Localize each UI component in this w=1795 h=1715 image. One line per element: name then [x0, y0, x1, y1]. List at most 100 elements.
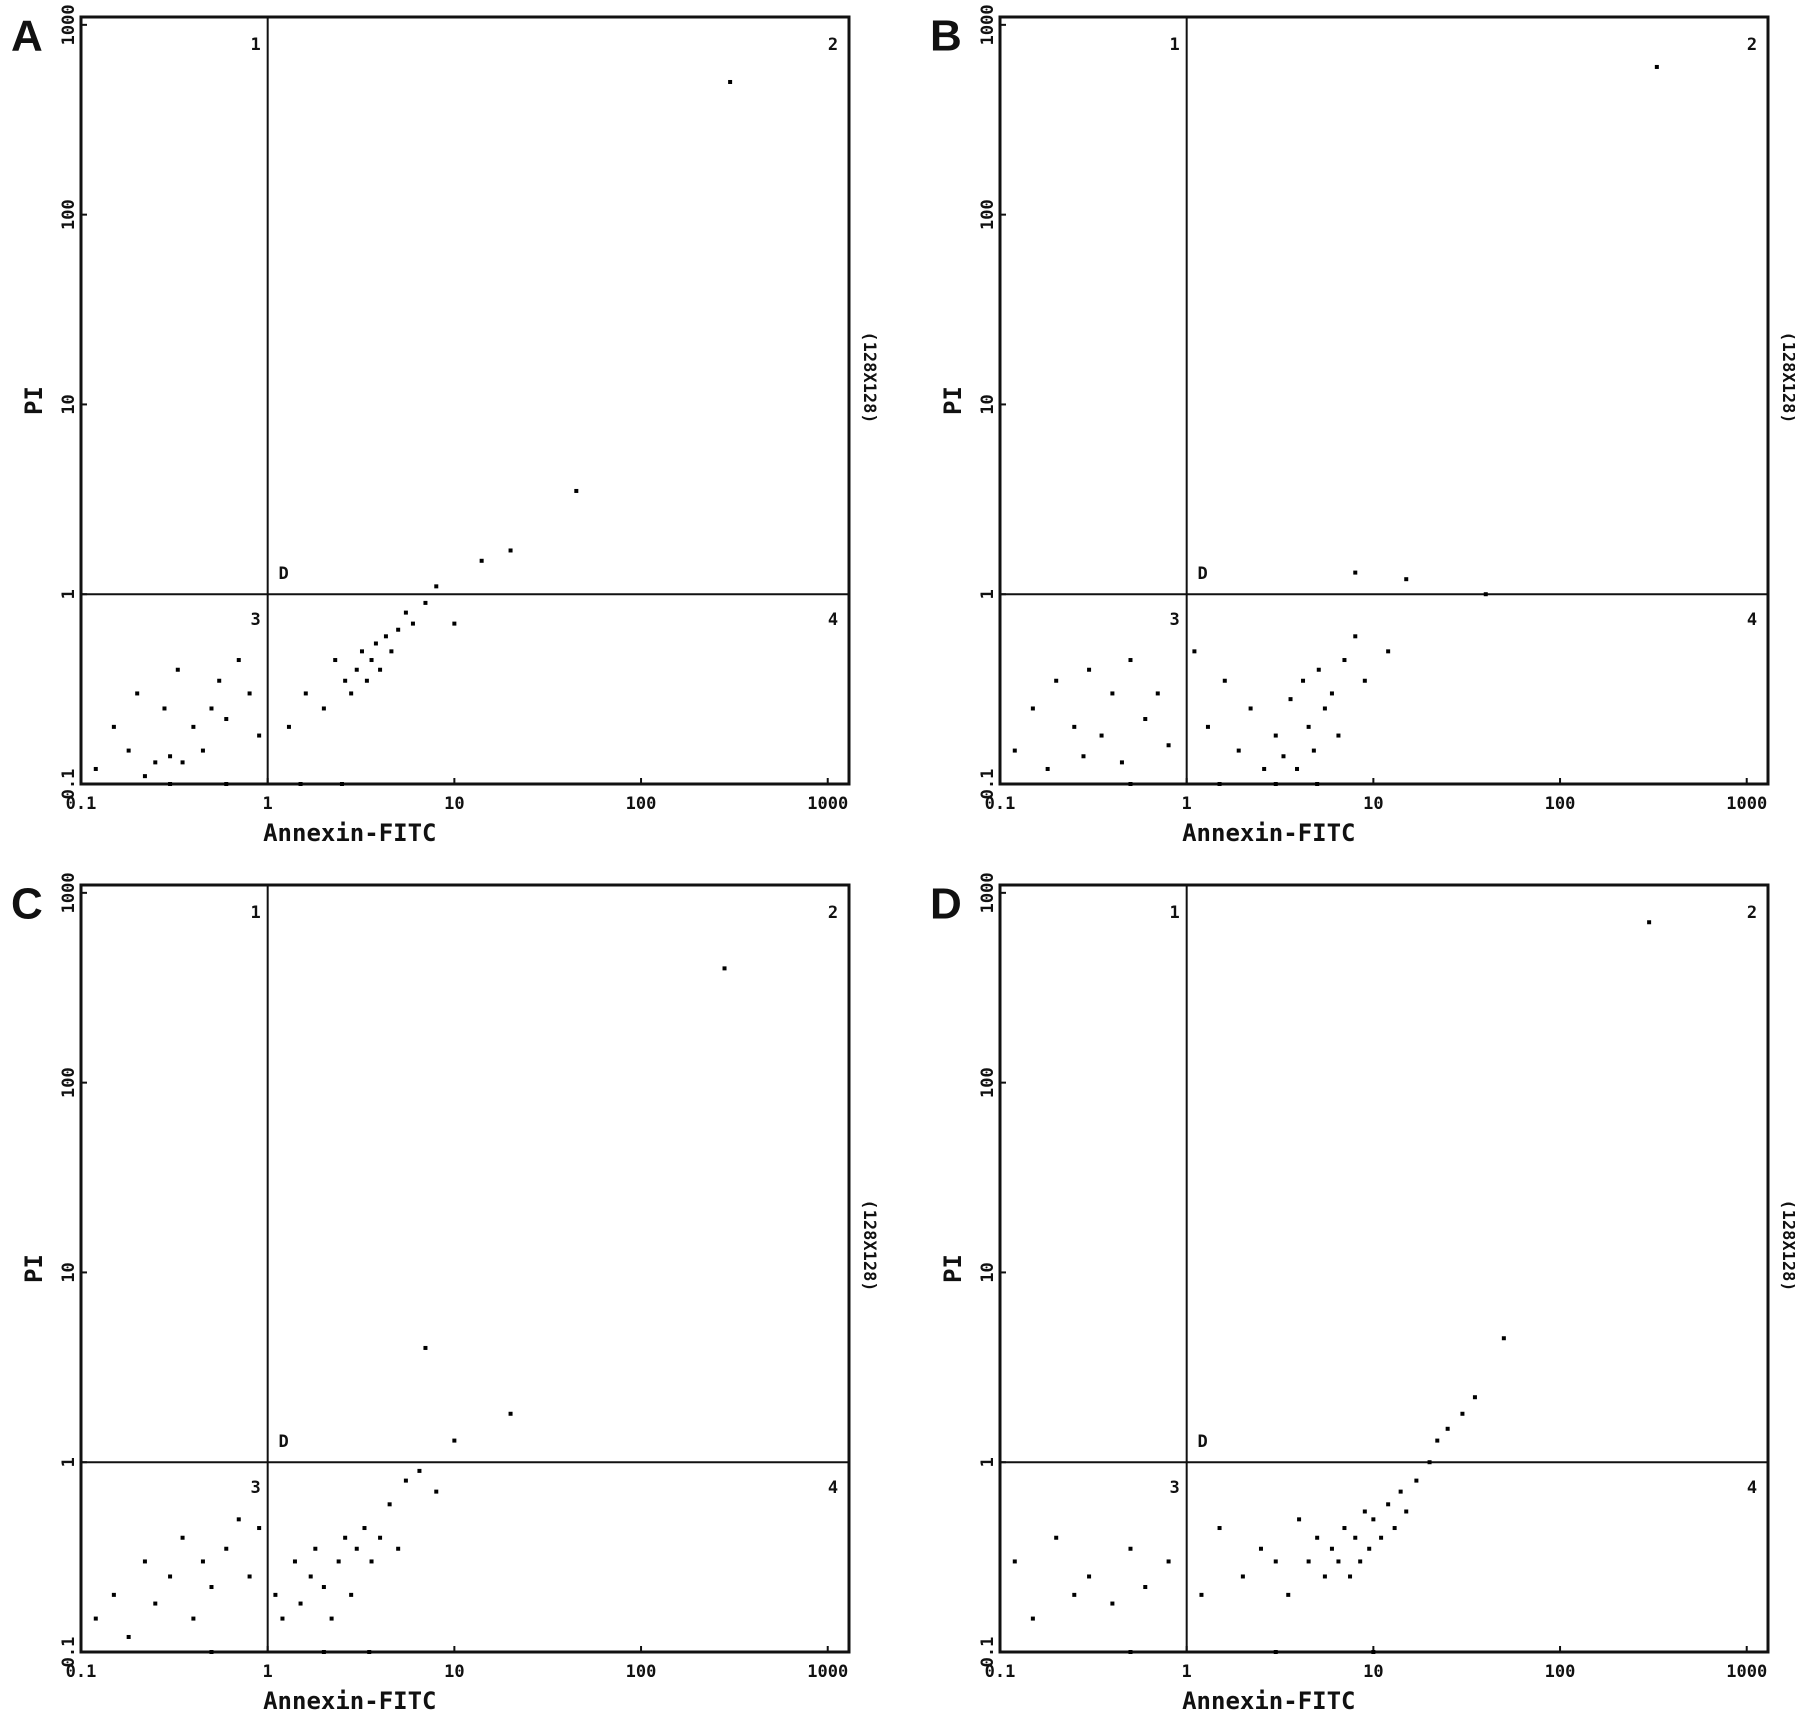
x-tick-label: 0.1 [66, 794, 97, 814]
quadrant-label: 2 [828, 903, 838, 923]
event-point [1099, 733, 1104, 738]
event-point [1192, 649, 1197, 654]
plot-frame [998, 883, 1770, 1654]
event-point [362, 1526, 367, 1531]
y-tick-label: 1 [59, 1457, 79, 1467]
event-point [389, 649, 394, 654]
y-tick-label: 1 [978, 1457, 998, 1467]
quadrant-label: 4 [1747, 1478, 1757, 1498]
event-point [1483, 592, 1488, 597]
event-point [574, 488, 579, 493]
event-point [1143, 717, 1148, 722]
event-point [162, 706, 167, 711]
event-point [236, 658, 241, 663]
event-point [175, 667, 180, 672]
event-point [191, 1616, 196, 1621]
y-tick-label: 10 [59, 1262, 79, 1282]
gate-label: D [279, 564, 289, 584]
event-point [1404, 1509, 1409, 1514]
x-axis-title: Annexin-FITC [263, 819, 436, 847]
event-point [1322, 706, 1327, 711]
event-point [280, 1616, 285, 1621]
event-point [1273, 733, 1278, 738]
event-point [1199, 1592, 1204, 1597]
quadrant-label: 4 [828, 1478, 838, 1498]
event-point [1273, 782, 1278, 786]
event-point [180, 1535, 185, 1540]
event-point [1143, 1585, 1148, 1590]
event-point [1258, 1546, 1263, 1551]
event-point [1316, 667, 1321, 672]
event-point [1342, 658, 1347, 663]
event-point [364, 678, 369, 683]
event-point [354, 667, 359, 672]
x-tick-label: 0.1 [985, 1662, 1016, 1682]
event-point [1654, 64, 1659, 69]
event-point [1288, 697, 1293, 702]
event-point [423, 600, 428, 605]
event-point [1110, 691, 1115, 696]
event-point [217, 678, 222, 683]
quadrant-label: 2 [828, 35, 838, 55]
event-point [168, 754, 173, 759]
y-tick-label: 0.1 [978, 769, 998, 800]
event-point [728, 79, 733, 84]
event-point [298, 1601, 303, 1606]
event-point [329, 1616, 334, 1621]
event-point [1205, 724, 1210, 729]
event-point [142, 1559, 147, 1564]
event-point [1367, 1546, 1372, 1551]
event-point [378, 667, 383, 672]
event-point [126, 748, 131, 753]
x-axis-title: Annexin-FITC [263, 1687, 436, 1715]
event-point [1128, 782, 1133, 786]
event-point [1054, 678, 1059, 683]
event-point [1336, 1559, 1341, 1564]
event-point [1297, 1517, 1302, 1522]
y-tick-label: 0.1 [59, 1637, 79, 1668]
event-point [1054, 1535, 1059, 1540]
x-tick-label: 100 [1545, 1662, 1576, 1682]
event-point [479, 558, 484, 563]
event-point [349, 691, 354, 696]
x-tick-label: 1000 [807, 1662, 848, 1682]
event-point [1222, 678, 1227, 683]
event-point [396, 1546, 401, 1551]
y-tick-label: 1 [59, 589, 79, 599]
y-tick-label: 10 [59, 394, 79, 414]
event-point [1306, 1559, 1311, 1564]
event-point [142, 774, 147, 779]
event-point [257, 1526, 262, 1531]
event-point [1362, 1509, 1367, 1514]
event-point [209, 706, 214, 711]
event-point [321, 1650, 326, 1654]
side-note: (128X128) [859, 331, 879, 423]
side-note: (128X128) [1778, 1199, 1795, 1291]
panel-label: B [930, 12, 962, 61]
event-point [1392, 1526, 1397, 1531]
y-tick-label: 100 [59, 199, 79, 230]
event-point [417, 1468, 422, 1473]
y-tick-label: 1000 [59, 872, 79, 913]
event-point [1012, 1559, 1017, 1564]
event-point [1012, 748, 1017, 753]
event-point [1262, 766, 1267, 771]
event-point [1371, 1650, 1376, 1654]
event-point [111, 724, 116, 729]
quadrant-label: 3 [251, 610, 261, 630]
event-point [396, 627, 401, 632]
event-point [236, 1517, 241, 1522]
event-point [1217, 1526, 1222, 1531]
event-point [1128, 1650, 1133, 1654]
event-point [359, 649, 364, 654]
event-point [1336, 733, 1341, 738]
event-point [308, 1574, 313, 1579]
event-point [321, 706, 326, 711]
y-tick-label: 1000 [59, 4, 79, 45]
event-point [1030, 1616, 1035, 1621]
gate-label: D [1198, 1432, 1208, 1452]
event-point [200, 748, 205, 753]
y-tick-label: 10 [978, 394, 998, 414]
event-point [508, 548, 513, 553]
event-point [1353, 570, 1358, 575]
